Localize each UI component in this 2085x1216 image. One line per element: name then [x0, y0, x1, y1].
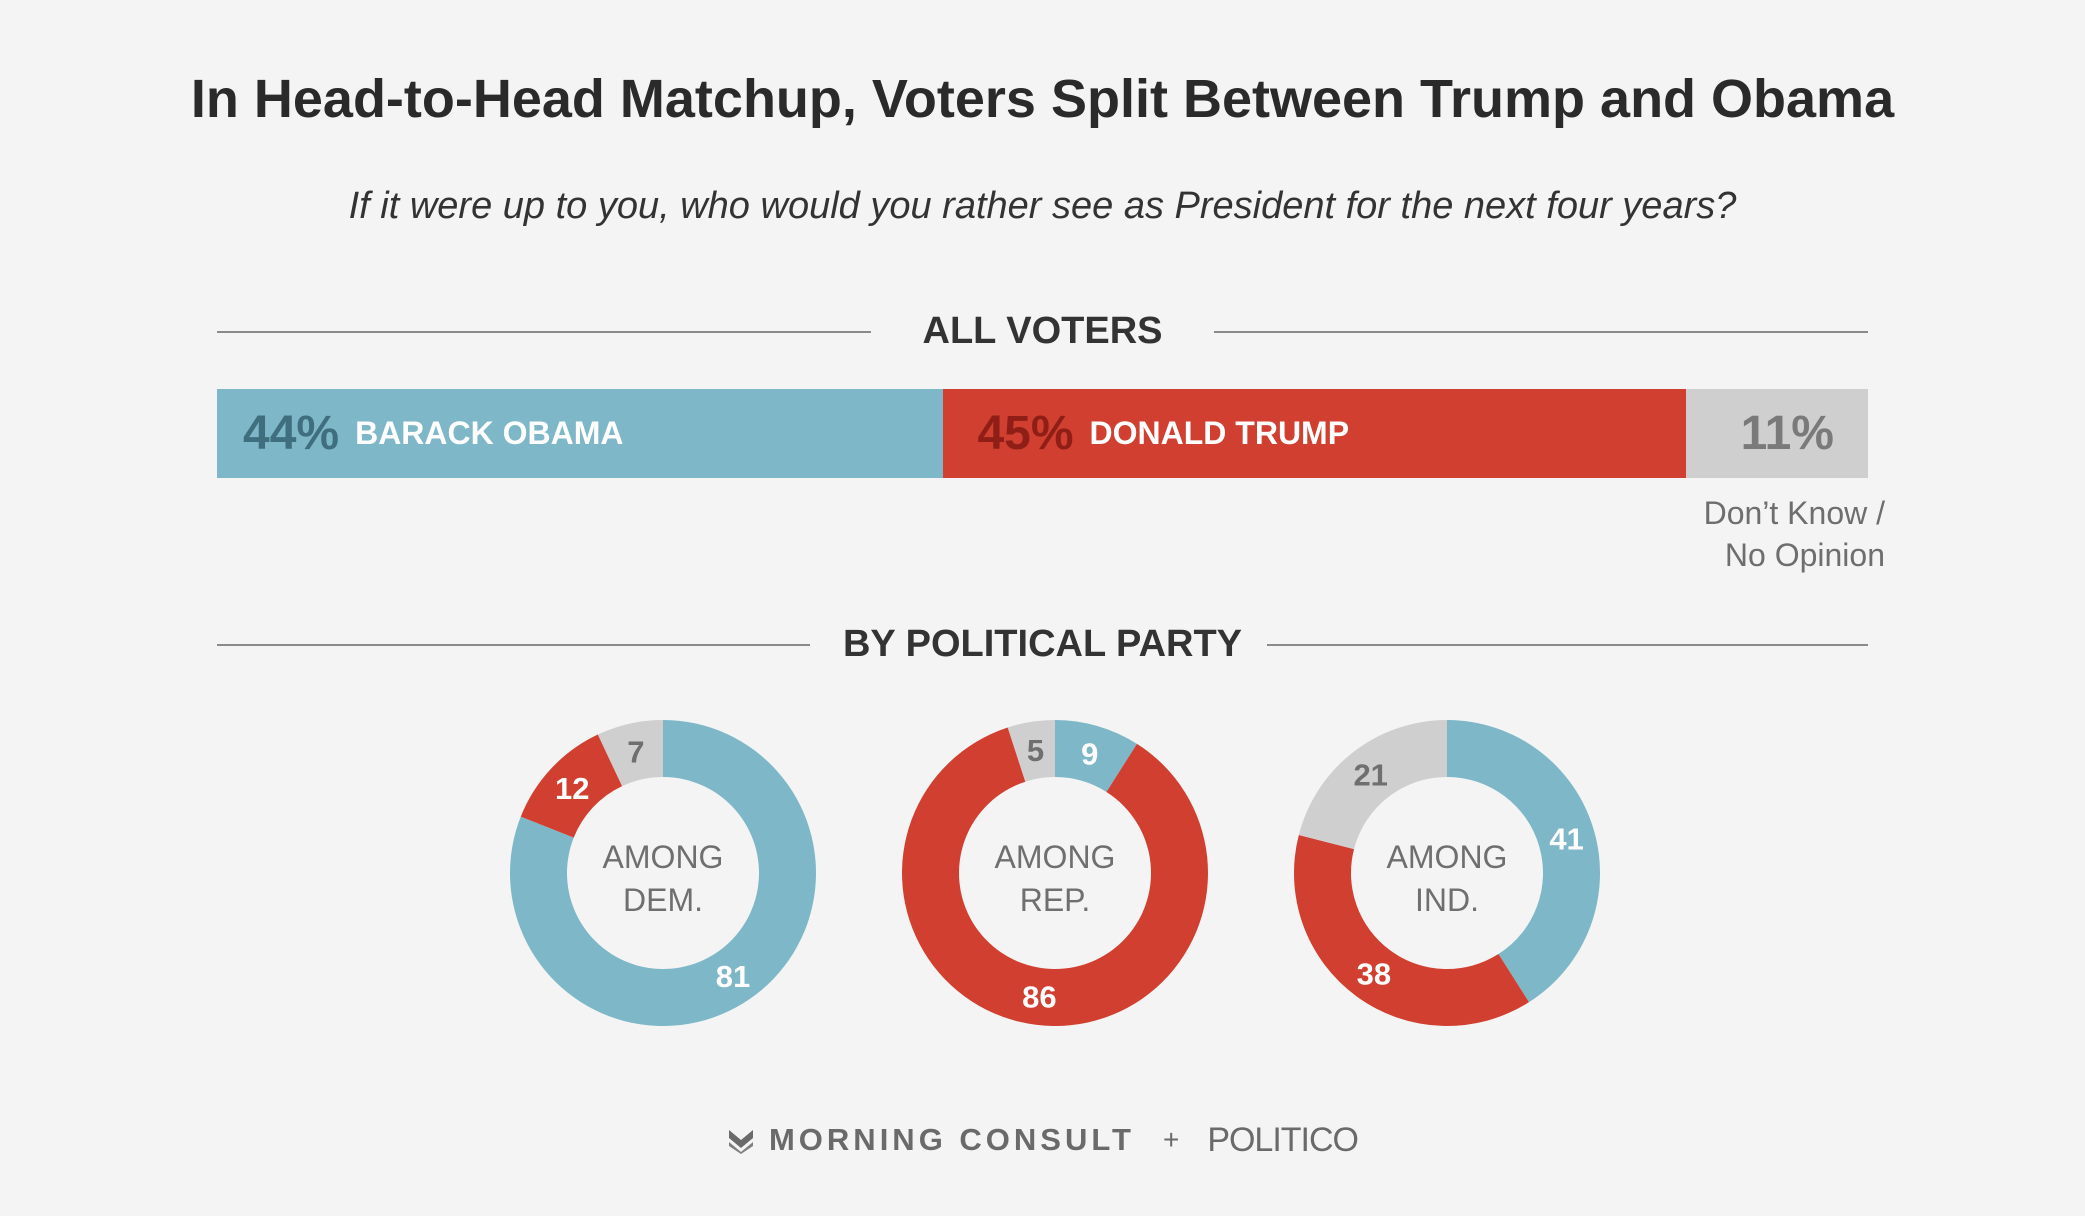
- footer: MORNING CONSULT + POLITICO: [0, 1118, 2085, 1162]
- divider-left: [217, 644, 810, 646]
- donut-center-label: IND.: [1415, 882, 1479, 918]
- morning-consult-logo-icon: [728, 1130, 753, 1154]
- bar-segment-trump: 45% DONALD TRUMP: [943, 389, 1687, 478]
- bar-segment-obama: 44% BARACK OBAMA: [217, 389, 944, 478]
- donut-center-label: REP.: [1020, 882, 1091, 918]
- donut-slice: [1007, 720, 1055, 782]
- donut-slice-label: 12: [555, 771, 589, 806]
- donut-slice: [509, 720, 817, 1026]
- donut-slice: [1447, 720, 1600, 1003]
- chart-subtitle: If it were up to you, who would you rath…: [348, 185, 1737, 227]
- divider-left: [217, 331, 871, 333]
- donut-slice: [1298, 720, 1447, 850]
- donut-slice: [1055, 720, 1137, 792]
- donut-center-label: DEM.: [623, 882, 703, 918]
- donut-slice-label: 9: [1081, 736, 1098, 771]
- trump-label: DONALD TRUMP: [1089, 415, 1350, 451]
- donut-slice-label: 7: [627, 734, 644, 769]
- dont-know-note-line2: No Opinion: [1724, 537, 1885, 573]
- donut-chart: 81 12 7 AMONG DEM.: [509, 720, 817, 1026]
- donut-slice: [520, 734, 623, 838]
- donut-slice-label: 86: [1022, 980, 1056, 1015]
- donut-slice-label: 5: [1027, 733, 1044, 768]
- donut-slice-label: 81: [716, 959, 750, 994]
- chart-title: In Head-to-Head Matchup, Voters Split Be…: [190, 69, 1895, 129]
- donut-slice-label: 41: [1549, 821, 1583, 856]
- dont-know-note: Don’t Know / No Opinion: [1704, 492, 1885, 576]
- all-voters-heading: ALL VOTERS: [217, 306, 1868, 356]
- party-donut-charts: 81 12 7 AMONG DEM. 9 86 5 AMONG REP. 41 38 21 AMONG IN…: [509, 720, 1600, 1026]
- trump-percent: 45%: [977, 407, 1074, 460]
- divider-right: [1267, 644, 1868, 646]
- footer-brand-politico: POLITICO: [1207, 1120, 1359, 1159]
- all-voters-label: ALL VOTERS: [922, 310, 1163, 352]
- donut-center-label: AMONG: [995, 839, 1116, 875]
- donut-chart: 41 38 21 AMONG IND.: [1294, 720, 1600, 1026]
- donut-slice: [902, 727, 1209, 1026]
- all-voters-stacked-bar: 44% BARACK OBAMA 45% DONALD TRUMP 11%: [217, 389, 1868, 478]
- dont-know-note-line1: Don’t Know /: [1703, 495, 1885, 531]
- obama-label: BARACK OBAMA: [355, 415, 624, 451]
- donut-chart: 9 86 5 AMONG REP.: [902, 720, 1209, 1026]
- donut-center-label: AMONG: [603, 839, 724, 875]
- donut-slice: [597, 720, 663, 787]
- donut-slice: [1294, 834, 1529, 1026]
- by-party-heading: BY POLITICAL PARTY: [217, 619, 1868, 669]
- by-party-label: BY POLITICAL PARTY: [842, 623, 1243, 665]
- divider-right: [1214, 331, 1868, 333]
- dont-know-percent: 11%: [1740, 407, 1834, 460]
- donut-center-label: AMONG: [1387, 839, 1508, 875]
- footer-plus: +: [1162, 1124, 1180, 1155]
- footer-brand-morning-consult: MORNING CONSULT: [768, 1122, 1135, 1157]
- obama-percent: 44%: [243, 407, 340, 460]
- bar-segment-dont-know: 11%: [1686, 389, 1868, 478]
- donut-slice-label: 21: [1353, 758, 1387, 793]
- donut-slice-label: 38: [1357, 957, 1391, 992]
